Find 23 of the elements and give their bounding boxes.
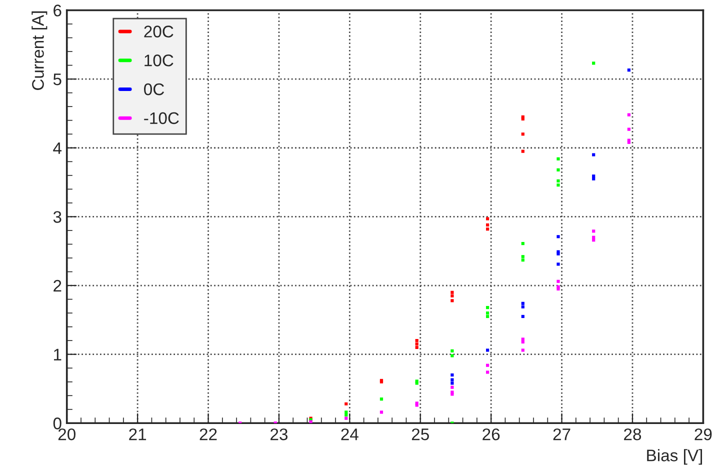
x-tick-label: 27 [553,428,570,440]
x-tick-label: 23 [270,428,288,440]
x-tick-label: 28 [624,428,642,440]
legend-label: 10C [144,54,174,66]
y-tick-label: 4 [53,142,62,154]
legend-label: 20C [144,26,174,38]
x-tick-label: 21 [129,428,146,440]
x-tick-label: 29 [694,428,712,440]
x-tick-label: 25 [412,428,429,440]
y-axis-title: Current [A] [32,11,48,90]
x-tick-label: 24 [341,428,358,440]
x-tick-label: 22 [200,428,217,440]
legend-label: 0C [144,83,164,96]
y-tick-label: 3 [53,211,62,223]
y-tick-label: 5 [53,74,62,86]
y-tick-label: 1 [54,348,62,360]
x-tick-label: 20 [58,428,76,440]
y-tick-label: 2 [54,280,62,292]
y-tick-label: 0 [53,418,62,430]
y-tick-label: 6 [54,4,62,16]
x-axis-title: Bias [V] [647,449,702,465]
x-tick-label: 26 [482,428,500,440]
legend-label: -10C [144,112,179,124]
